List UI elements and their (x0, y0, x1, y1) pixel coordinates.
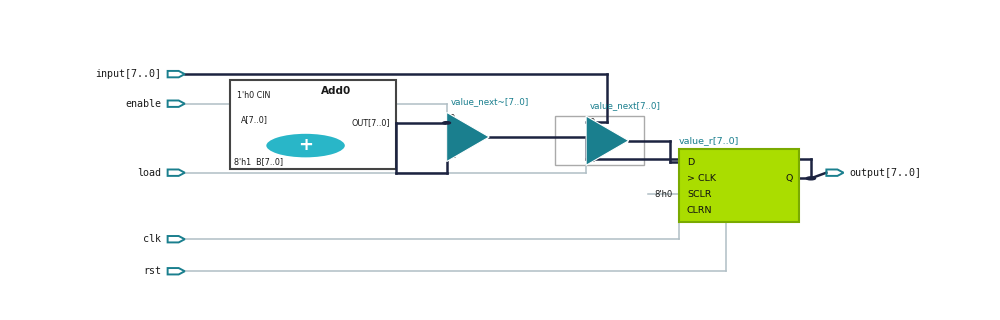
Text: load: load (137, 168, 161, 178)
Text: Q: Q (786, 174, 793, 183)
Text: 0: 0 (450, 114, 455, 123)
Text: 1: 1 (589, 155, 594, 164)
Text: value_next[7..0]: value_next[7..0] (590, 101, 661, 110)
Text: clk: clk (143, 234, 161, 244)
Text: > CLK: > CLK (687, 174, 716, 183)
Text: Add0: Add0 (321, 86, 352, 96)
Text: input[7..0]: input[7..0] (95, 69, 161, 79)
Text: 8'h0: 8'h0 (655, 190, 673, 199)
Text: 0: 0 (589, 118, 594, 127)
Text: +: + (298, 136, 313, 154)
Circle shape (443, 122, 450, 124)
Polygon shape (586, 116, 629, 165)
Text: CLRN: CLRN (687, 206, 712, 215)
Circle shape (265, 133, 346, 158)
Text: output[7..0]: output[7..0] (850, 168, 922, 178)
Text: 8'h1  B[7..0]: 8'h1 B[7..0] (234, 157, 283, 166)
Text: value_r[7..0]: value_r[7..0] (679, 137, 740, 146)
Text: D: D (687, 158, 694, 167)
Text: A[7..0]: A[7..0] (241, 115, 268, 124)
FancyBboxPatch shape (679, 149, 799, 222)
Circle shape (806, 177, 816, 180)
Text: enable: enable (125, 99, 161, 109)
FancyBboxPatch shape (555, 116, 644, 165)
Text: 1: 1 (450, 151, 455, 160)
Text: rst: rst (143, 266, 161, 276)
FancyBboxPatch shape (230, 80, 396, 169)
Text: SCLR: SCLR (687, 190, 711, 199)
Text: OUT[7..0]: OUT[7..0] (351, 118, 390, 127)
Text: 1'h0 CIN: 1'h0 CIN (237, 91, 271, 100)
Polygon shape (447, 112, 489, 162)
Text: value_next~[7..0]: value_next~[7..0] (450, 97, 529, 106)
